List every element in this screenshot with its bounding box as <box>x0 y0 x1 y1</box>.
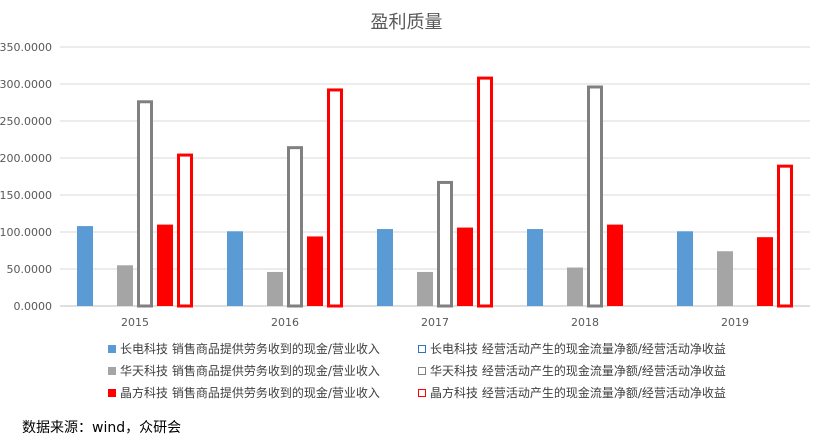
x-tick-label: 2018 <box>571 316 599 329</box>
legend-swatch <box>108 344 116 353</box>
legend-item-jf-cash-revenue: 晶方科技 销售商品提供劳务收到的现金/营业收入 <box>108 384 380 401</box>
legend-swatch <box>418 366 426 375</box>
bar-outline <box>437 180 453 308</box>
x-tick-label: 2016 <box>271 316 299 329</box>
legend-label: 晶方科技 销售商品提供劳务收到的现金/营业收入 <box>120 386 380 400</box>
bar <box>677 231 693 306</box>
bar <box>607 224 623 306</box>
y-tick-label: 150.0000 <box>0 189 52 202</box>
x-tick-label: 2017 <box>421 316 449 329</box>
bar-outline <box>177 153 193 308</box>
legend-label: 长电科技 经营活动产生的现金流量净额/经营活动净收益 <box>430 342 726 356</box>
y-tick-label: 200.0000 <box>0 152 52 165</box>
bar <box>717 251 733 306</box>
y-tick-label: 50.0000 <box>7 263 53 276</box>
legend-item-cd-cashflow-income: 长电科技 经营活动产生的现金流量净额/经营活动净收益 <box>418 340 726 357</box>
legend-swatch <box>108 388 116 397</box>
y-tick-label: 0.0000 <box>14 300 53 313</box>
legend-label: 晶方科技 经营活动产生的现金流量净额/经营活动净收益 <box>430 386 726 400</box>
bar <box>227 231 243 306</box>
legend-item-jf-cashflow-income: 晶方科技 经营活动产生的现金流量净额/经营活动净收益 <box>418 384 726 401</box>
legend-label: 长电科技 销售商品提供劳务收到的现金/营业收入 <box>120 342 380 356</box>
source-note: 数据来源：wind，众研会 <box>22 420 182 436</box>
bar-outline <box>777 164 793 308</box>
legend-label: 华天科技 销售商品提供劳务收到的现金/营业收入 <box>120 364 380 378</box>
legend-swatch <box>108 366 116 375</box>
x-tick-label: 2015 <box>121 316 149 329</box>
bar-outline <box>587 85 603 308</box>
chart-title: 盈利质量 <box>370 12 443 33</box>
bar <box>77 226 93 306</box>
legend-item-cd-cash-revenue: 长电科技 销售商品提供劳务收到的现金/营业收入 <box>108 340 380 357</box>
bar <box>457 227 473 306</box>
bar <box>527 229 543 306</box>
bar <box>567 267 583 306</box>
legend-swatch <box>418 388 426 397</box>
y-tick-label: 350.0000 <box>0 41 52 54</box>
bar-outline <box>287 146 303 308</box>
bar <box>157 224 173 306</box>
bar-outline <box>327 88 343 308</box>
bar <box>417 271 433 306</box>
legend-swatch <box>418 344 426 353</box>
bar-outline <box>137 100 153 308</box>
bar <box>377 229 393 306</box>
x-tick-label: 2019 <box>721 316 749 329</box>
legend-item-ht-cash-revenue: 华天科技 销售商品提供劳务收到的现金/营业收入 <box>108 362 380 379</box>
legend-label: 华天科技 经营活动产生的现金流量净额/经营活动净收益 <box>430 364 726 378</box>
bar <box>307 236 323 306</box>
y-tick-label: 250.0000 <box>0 115 52 128</box>
y-tick-label: 300.0000 <box>0 78 52 91</box>
bar <box>757 237 773 306</box>
bar <box>117 265 133 306</box>
bar-outline <box>477 76 493 308</box>
legend-item-ht-cashflow-income: 华天科技 经营活动产生的现金流量净额/经营活动净收益 <box>418 362 726 379</box>
y-tick-label: 100.0000 <box>0 226 52 239</box>
bar <box>267 271 283 306</box>
